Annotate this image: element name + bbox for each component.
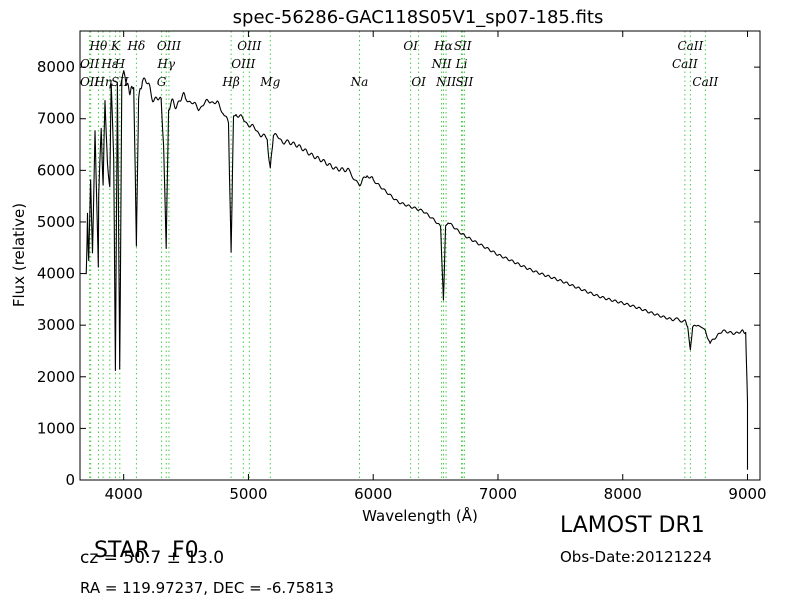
y-tick-label: 7000	[37, 110, 75, 128]
line-label: SII	[111, 75, 129, 89]
line-label: OI	[411, 75, 426, 89]
line-label: SII	[456, 75, 474, 89]
line-label: Hδ	[127, 39, 146, 53]
line-label: H	[114, 57, 126, 71]
x-tick-label: 4000	[105, 485, 143, 503]
subclass-label: F0	[172, 538, 199, 563]
line-label: OIII	[157, 39, 181, 53]
coordinates-label: RA = 119.97237, DEC = -6.75813	[80, 579, 334, 597]
x-tick-label: 6000	[354, 485, 392, 503]
axis-ticks: 4000 5000 6000 7000 8000 9000 0 1000 2000 3000 400…	[37, 31, 767, 503]
line-label: NII	[435, 75, 456, 89]
line-label: OI	[403, 39, 418, 53]
x-axis-label: Wavelength (Å)	[362, 506, 478, 525]
line-label: Li	[455, 57, 468, 71]
line-label: Hθ	[88, 39, 107, 53]
spectral-line-markers	[89, 31, 706, 480]
line-label: OII	[80, 75, 100, 89]
line-label: G	[157, 75, 167, 89]
line-label: NII	[431, 57, 452, 71]
line-label: CaII	[672, 57, 698, 71]
x-tick-label: 7000	[479, 485, 517, 503]
x-tick-label: 9000	[728, 485, 766, 503]
class-label: STAR	[94, 538, 151, 563]
line-label: Na	[350, 75, 369, 89]
line-label: OII	[80, 57, 100, 71]
y-tick-label: 6000	[37, 161, 75, 179]
spectrum-line	[85, 70, 749, 470]
y-axis-label: Flux (relative)	[10, 203, 28, 307]
obs-date-label: Obs-Date:20121224	[560, 548, 712, 566]
line-label: Hα	[433, 39, 453, 53]
chart-title: spec-56286-GAC118S05V1_sp07-185.fits	[233, 7, 604, 28]
y-tick-label: 4000	[37, 265, 75, 283]
line-label: K	[110, 39, 121, 53]
object-class: STAR F0	[80, 513, 199, 563]
line-label: CaII	[677, 39, 703, 53]
line-label: CaII	[692, 75, 718, 89]
y-tick-label: 8000	[37, 58, 75, 76]
line-label: SII	[454, 39, 472, 53]
line-label: Hη	[93, 75, 112, 89]
spectrum-series	[85, 70, 749, 470]
plot-frame	[79, 30, 761, 481]
x-tick-label: 5000	[229, 485, 267, 503]
survey-label: LAMOST DR1	[560, 513, 705, 538]
y-tick-label: 0	[65, 471, 75, 489]
y-tick-label: 2000	[37, 368, 75, 386]
line-label: Hγ	[156, 57, 175, 71]
line-label: Hβ	[221, 75, 239, 89]
y-tick-label: 1000	[37, 419, 75, 437]
x-tick-label: 8000	[604, 485, 642, 503]
line-label: OIII	[231, 57, 255, 71]
line-label: Mg	[259, 75, 280, 89]
redshift-label: cz = 50.7 ± 13.0	[80, 548, 225, 568]
y-tick-label: 5000	[37, 213, 75, 231]
line-label: OIII	[237, 39, 261, 53]
y-tick-label: 3000	[37, 316, 75, 334]
line-label: Hε	[100, 57, 118, 71]
